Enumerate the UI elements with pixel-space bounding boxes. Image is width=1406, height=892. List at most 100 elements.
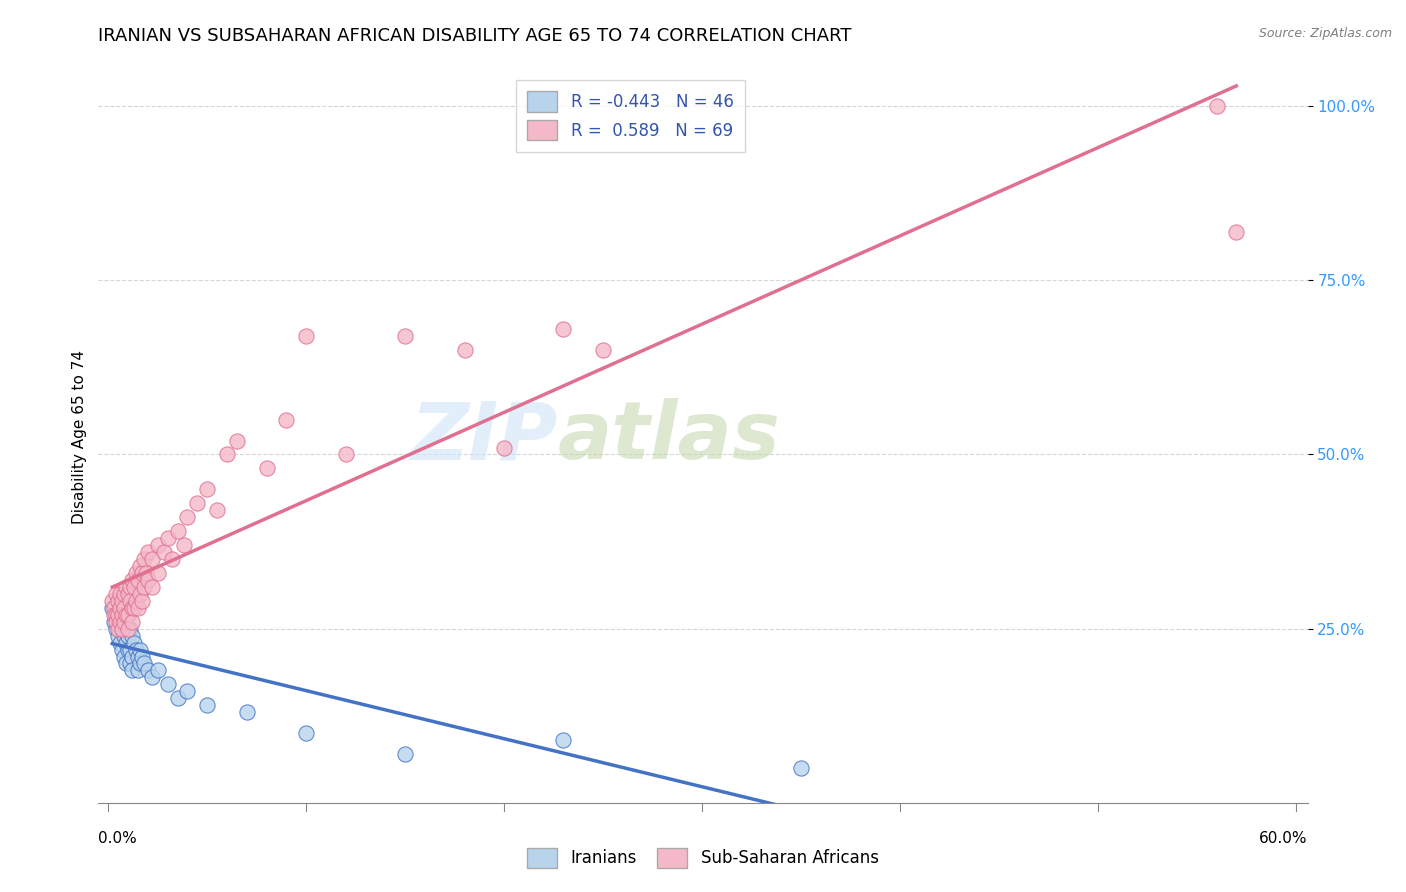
Point	[111, 622, 134, 636]
Text: atlas: atlas	[558, 398, 780, 476]
Point	[112, 587, 135, 601]
Point	[105, 607, 128, 622]
Point	[125, 594, 148, 608]
Point	[111, 594, 134, 608]
Point	[129, 642, 152, 657]
Point	[127, 573, 149, 587]
Point	[131, 594, 153, 608]
Point	[107, 607, 129, 622]
Point	[111, 622, 134, 636]
Point	[146, 664, 169, 678]
Point	[117, 642, 139, 657]
Point	[107, 607, 129, 622]
Point	[156, 531, 179, 545]
Point	[205, 503, 228, 517]
Point	[117, 629, 139, 643]
Point	[186, 496, 208, 510]
Point	[117, 587, 139, 601]
Point	[195, 698, 218, 713]
Point	[121, 649, 143, 664]
Point	[129, 657, 152, 671]
Point	[105, 615, 128, 629]
Point	[108, 615, 131, 629]
Point	[127, 649, 149, 664]
Point	[394, 329, 416, 343]
Point	[115, 657, 138, 671]
Point	[115, 635, 138, 649]
Legend: Iranians, Sub-Saharan Africans: Iranians, Sub-Saharan Africans	[520, 841, 886, 875]
Point	[131, 649, 153, 664]
Point	[1225, 225, 1247, 239]
Point	[146, 566, 169, 580]
Point	[105, 587, 128, 601]
Point	[115, 607, 138, 622]
Point	[108, 587, 131, 601]
Point	[176, 684, 198, 698]
Point	[132, 580, 155, 594]
Point	[122, 580, 145, 594]
Point	[141, 580, 163, 594]
Point	[122, 587, 145, 601]
Point	[394, 747, 416, 761]
Point	[121, 573, 143, 587]
Point	[121, 600, 143, 615]
Point	[166, 524, 188, 538]
Point	[136, 664, 159, 678]
Text: 0.0%: 0.0%	[98, 830, 138, 846]
Point	[103, 607, 125, 622]
Point	[146, 538, 169, 552]
Point	[121, 629, 143, 643]
Point	[117, 622, 139, 636]
Point	[453, 343, 475, 357]
Point	[335, 448, 357, 462]
Point	[141, 670, 163, 684]
Point	[295, 726, 318, 740]
Point	[132, 657, 155, 671]
Point	[136, 545, 159, 559]
Point	[121, 615, 143, 629]
Point	[176, 510, 198, 524]
Point	[226, 434, 249, 448]
Point	[156, 677, 179, 691]
Point	[115, 580, 138, 594]
Point	[132, 552, 155, 566]
Point	[276, 412, 298, 426]
Point	[108, 635, 131, 649]
Point	[111, 600, 134, 615]
Point	[256, 461, 278, 475]
Point	[117, 607, 139, 622]
Point	[112, 615, 135, 629]
Point	[195, 483, 218, 497]
Point	[136, 573, 159, 587]
Text: IRANIAN VS SUBSAHARAN AFRICAN DISABILITY AGE 65 TO 74 CORRELATION CHART: IRANIAN VS SUBSAHARAN AFRICAN DISABILITY…	[98, 27, 852, 45]
Y-axis label: Disability Age 65 to 74: Disability Age 65 to 74	[72, 350, 87, 524]
Point	[129, 558, 152, 573]
Point	[122, 635, 145, 649]
Legend: R = -0.443   N = 46, R =  0.589   N = 69: R = -0.443 N = 46, R = 0.589 N = 69	[516, 79, 745, 152]
Point	[117, 607, 139, 622]
Point	[166, 691, 188, 706]
Point	[127, 664, 149, 678]
Point	[112, 629, 135, 643]
Point	[129, 587, 152, 601]
Point	[101, 594, 124, 608]
Point	[160, 552, 183, 566]
Point	[111, 607, 134, 622]
Point	[125, 566, 148, 580]
Point	[108, 600, 131, 615]
Point	[790, 761, 813, 775]
Point	[112, 615, 135, 629]
Point	[120, 657, 142, 671]
Text: 60.0%: 60.0%	[1260, 830, 1308, 846]
Point	[101, 600, 124, 615]
Point	[131, 566, 153, 580]
Point	[105, 622, 128, 636]
Point	[107, 622, 129, 636]
Point	[122, 600, 145, 615]
Point	[107, 594, 129, 608]
Point	[112, 649, 135, 664]
Point	[592, 343, 614, 357]
Point	[125, 642, 148, 657]
Point	[120, 594, 142, 608]
Point	[236, 705, 259, 719]
